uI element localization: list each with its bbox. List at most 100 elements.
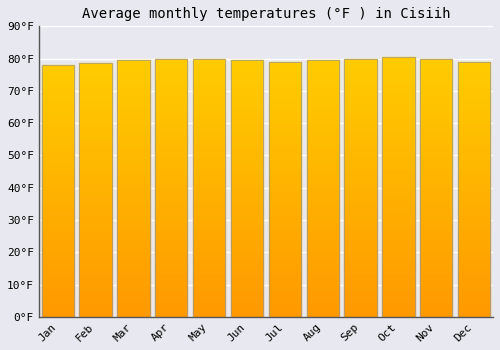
Bar xyxy=(344,188,376,193)
Bar xyxy=(306,260,339,266)
Bar xyxy=(118,276,150,281)
Bar xyxy=(344,131,376,136)
Bar xyxy=(42,307,74,312)
Bar xyxy=(80,302,112,307)
Bar xyxy=(344,219,376,224)
Bar xyxy=(344,239,376,245)
Bar xyxy=(306,296,339,301)
Bar xyxy=(269,307,301,312)
Bar xyxy=(42,216,74,221)
Bar xyxy=(420,275,452,281)
Bar xyxy=(306,214,339,219)
Bar xyxy=(382,156,414,161)
Bar xyxy=(382,208,414,213)
Bar xyxy=(269,194,301,200)
Bar xyxy=(42,65,74,317)
Bar xyxy=(420,255,452,260)
Bar xyxy=(155,162,188,167)
Bar xyxy=(80,256,112,261)
Bar xyxy=(344,110,376,116)
Bar xyxy=(118,291,150,296)
Bar xyxy=(42,171,74,176)
Bar xyxy=(118,137,150,142)
Bar xyxy=(80,312,112,317)
Bar xyxy=(42,191,74,196)
Bar xyxy=(42,236,74,241)
Bar xyxy=(306,70,339,76)
Bar xyxy=(269,123,301,128)
Bar xyxy=(155,116,188,120)
Bar xyxy=(458,301,490,307)
Bar xyxy=(344,229,376,234)
Bar xyxy=(458,276,490,281)
Bar xyxy=(42,181,74,186)
Bar xyxy=(42,65,74,70)
Bar xyxy=(193,84,225,90)
Bar xyxy=(118,81,150,86)
Bar xyxy=(420,64,452,69)
Bar xyxy=(155,146,188,152)
Bar xyxy=(193,255,225,260)
Bar xyxy=(155,131,188,136)
Bar xyxy=(458,148,490,154)
Bar xyxy=(458,179,490,184)
Bar xyxy=(420,286,452,291)
Bar xyxy=(42,176,74,181)
Bar xyxy=(155,224,188,229)
Bar xyxy=(458,291,490,296)
Bar xyxy=(155,219,188,224)
Bar xyxy=(458,138,490,143)
Bar xyxy=(269,281,301,286)
Bar xyxy=(80,205,112,210)
Bar xyxy=(118,147,150,153)
Bar xyxy=(193,64,225,69)
Bar xyxy=(231,60,263,317)
Bar xyxy=(382,150,414,156)
Bar xyxy=(42,135,74,141)
Bar xyxy=(420,188,452,193)
Bar xyxy=(458,82,490,87)
Bar xyxy=(344,69,376,74)
Bar xyxy=(306,81,339,86)
Bar xyxy=(306,255,339,260)
Bar xyxy=(42,85,74,90)
Bar xyxy=(306,168,339,173)
Bar xyxy=(382,270,414,275)
Bar xyxy=(344,58,376,64)
Bar xyxy=(118,266,150,271)
Bar xyxy=(458,261,490,266)
Bar xyxy=(344,162,376,167)
Bar xyxy=(306,153,339,158)
Bar xyxy=(382,239,414,244)
Bar xyxy=(306,235,339,240)
Bar xyxy=(193,74,225,79)
Bar xyxy=(193,286,225,291)
Bar xyxy=(382,260,414,265)
Bar xyxy=(155,281,188,286)
Bar xyxy=(193,245,225,250)
Bar xyxy=(80,286,112,292)
Bar xyxy=(231,106,263,112)
Bar xyxy=(382,88,414,93)
Bar xyxy=(42,231,74,236)
Bar xyxy=(382,197,414,202)
Bar xyxy=(382,280,414,286)
Bar xyxy=(344,281,376,286)
Bar xyxy=(344,74,376,79)
Bar xyxy=(118,96,150,101)
Bar xyxy=(306,122,339,127)
Bar xyxy=(80,134,112,139)
Bar xyxy=(458,256,490,261)
Bar xyxy=(231,214,263,219)
Bar xyxy=(306,189,339,194)
Bar xyxy=(458,67,490,72)
Bar xyxy=(155,110,188,116)
Bar xyxy=(231,101,263,106)
Bar xyxy=(193,214,225,219)
Bar xyxy=(193,136,225,141)
Bar xyxy=(344,245,376,250)
Bar xyxy=(193,177,225,182)
Bar xyxy=(42,276,74,281)
Bar xyxy=(42,90,74,95)
Bar xyxy=(458,169,490,174)
